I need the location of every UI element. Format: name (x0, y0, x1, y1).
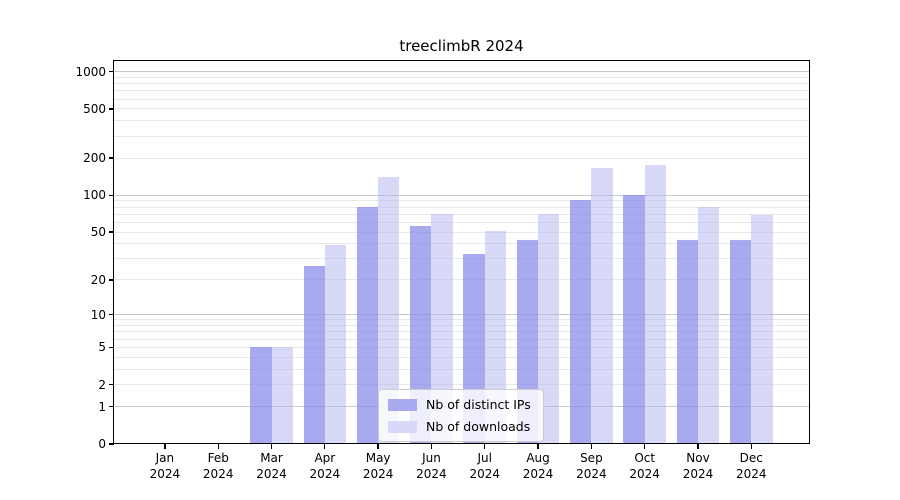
x-tick-label: May 2024 (362, 451, 394, 481)
chart-title: treeclimbR 2024 (399, 37, 524, 55)
gridline-minor (113, 356, 810, 358)
gridline-minor (113, 98, 810, 100)
x-tick-label: Oct 2024 (629, 451, 660, 481)
bar-nb-of-downloads-jun-2024 (431, 214, 453, 444)
y-tick-label: 50 (90, 225, 106, 240)
x-tick-label: Aug 2024 (522, 451, 554, 481)
bar-nb-of-downloads-nov-2024 (698, 207, 720, 444)
gridline-major (113, 71, 810, 73)
legend-label: Nb of downloads (426, 419, 531, 434)
x-axis-tick (217, 444, 219, 449)
legend-label: Nb of distinct IPs (426, 397, 531, 412)
x-axis-tick (270, 444, 273, 449)
bar-nb-of-downloads-dec-2024 (751, 215, 773, 444)
y-axis-tick (108, 157, 114, 159)
bar-nb-of-downloads-sep-2024 (591, 168, 613, 444)
gridline-minor (113, 258, 810, 260)
y-axis-tick (108, 70, 114, 73)
y-axis-tick (108, 443, 114, 445)
bar-nb-of-downloads-apr-2024 (324, 245, 347, 444)
y-axis-tick (108, 108, 114, 110)
legend-entry: Nb of distinct IPs (388, 397, 531, 412)
x-axis-tick (430, 444, 433, 449)
bar-nb-of-distinct-ips-oct-2024 (623, 195, 645, 444)
gridline-major (113, 194, 810, 196)
y-tick-label: 100 (83, 188, 106, 203)
bar-nb-of-distinct-ips-apr-2024 (303, 266, 325, 444)
gridline-minor (113, 135, 810, 137)
y-tick-label: 0 (98, 437, 106, 451)
y-tick-label: 10 (90, 307, 106, 322)
gridline-minor (113, 83, 810, 85)
gridline-minor (113, 200, 810, 202)
gridline-minor (113, 213, 810, 215)
gridline-minor (113, 108, 810, 110)
plot-area (113, 60, 810, 444)
gridline-minor (113, 120, 810, 122)
gridline-minor (113, 325, 810, 327)
gridline-minor (113, 221, 810, 223)
gridline-minor (113, 384, 810, 386)
x-tick-label: Jul 2024 (469, 451, 501, 481)
x-tick-label: Sep 2024 (576, 451, 607, 481)
gridline-minor (113, 346, 810, 348)
x-tick-label: Nov 2024 (682, 451, 714, 481)
gridline-minor (113, 279, 810, 281)
x-axis-tick (324, 444, 326, 449)
y-axis-tick (108, 314, 114, 316)
x-axis-tick (377, 444, 379, 449)
y-axis-tick (108, 279, 114, 281)
x-tick-label: Dec 2024 (736, 451, 767, 481)
bar-nb-of-distinct-ips-may-2024 (356, 207, 379, 444)
bar-nb-of-distinct-ips-nov-2024 (676, 240, 698, 444)
x-tick-label: Jan 2024 (149, 451, 181, 481)
x-axis-tick (537, 444, 539, 449)
bar-nb-of-downloads-aug-2024 (538, 214, 560, 444)
bar-nb-of-distinct-ips-sep-2024 (570, 200, 592, 444)
y-tick-label: 200 (83, 151, 106, 166)
bar-nb-of-downloads-mar-2024 (271, 347, 293, 444)
y-axis-tick (108, 194, 114, 196)
gridline-minor (113, 338, 810, 340)
x-tick-label: Feb 2024 (202, 451, 234, 481)
y-axis-tick (108, 405, 114, 408)
x-tick-label: Jun 2024 (416, 451, 447, 481)
gridline-minor (113, 368, 810, 370)
gridline-minor (113, 231, 810, 233)
legend-swatch (388, 420, 417, 433)
gridline-minor (113, 331, 810, 333)
gridline-minor (113, 157, 810, 159)
legend-entry: Nb of downloads (388, 419, 531, 434)
gridline-minor (113, 319, 810, 321)
gridline-minor (113, 243, 810, 245)
y-tick-label: 500 (83, 101, 106, 116)
gridline-minor (113, 76, 810, 78)
x-axis-tick (484, 444, 486, 449)
x-tick-label: Mar 2024 (256, 451, 287, 481)
x-axis-tick (750, 444, 752, 449)
gridline-major (113, 314, 810, 316)
x-axis-tick (590, 444, 593, 449)
x-axis-tick (697, 444, 699, 449)
gridline-minor (113, 206, 810, 208)
x-axis-tick (164, 444, 166, 449)
y-tick-label: 20 (90, 272, 106, 287)
y-tick-label: 5 (98, 340, 106, 355)
y-axis-tick (108, 231, 114, 233)
y-tick-label: 2 (98, 377, 106, 392)
y-tick-label: 1000 (75, 64, 106, 79)
y-axis-tick (108, 346, 114, 349)
bar-nb-of-distinct-ips-dec-2024 (730, 240, 752, 444)
y-axis-tick (108, 384, 114, 386)
legend-swatch (388, 398, 417, 411)
bar-nb-of-downloads-oct-2024 (644, 164, 666, 444)
x-axis-tick (644, 444, 646, 449)
bar-nb-of-downloads-may-2024 (378, 177, 400, 444)
legend: Nb of distinct IPs Nb of downloads (378, 389, 544, 442)
y-tick-label: 1 (98, 399, 106, 414)
x-tick-label: Apr 2024 (309, 451, 341, 481)
gridline-minor (113, 90, 810, 92)
bar-nb-of-distinct-ips-mar-2024 (250, 347, 272, 444)
